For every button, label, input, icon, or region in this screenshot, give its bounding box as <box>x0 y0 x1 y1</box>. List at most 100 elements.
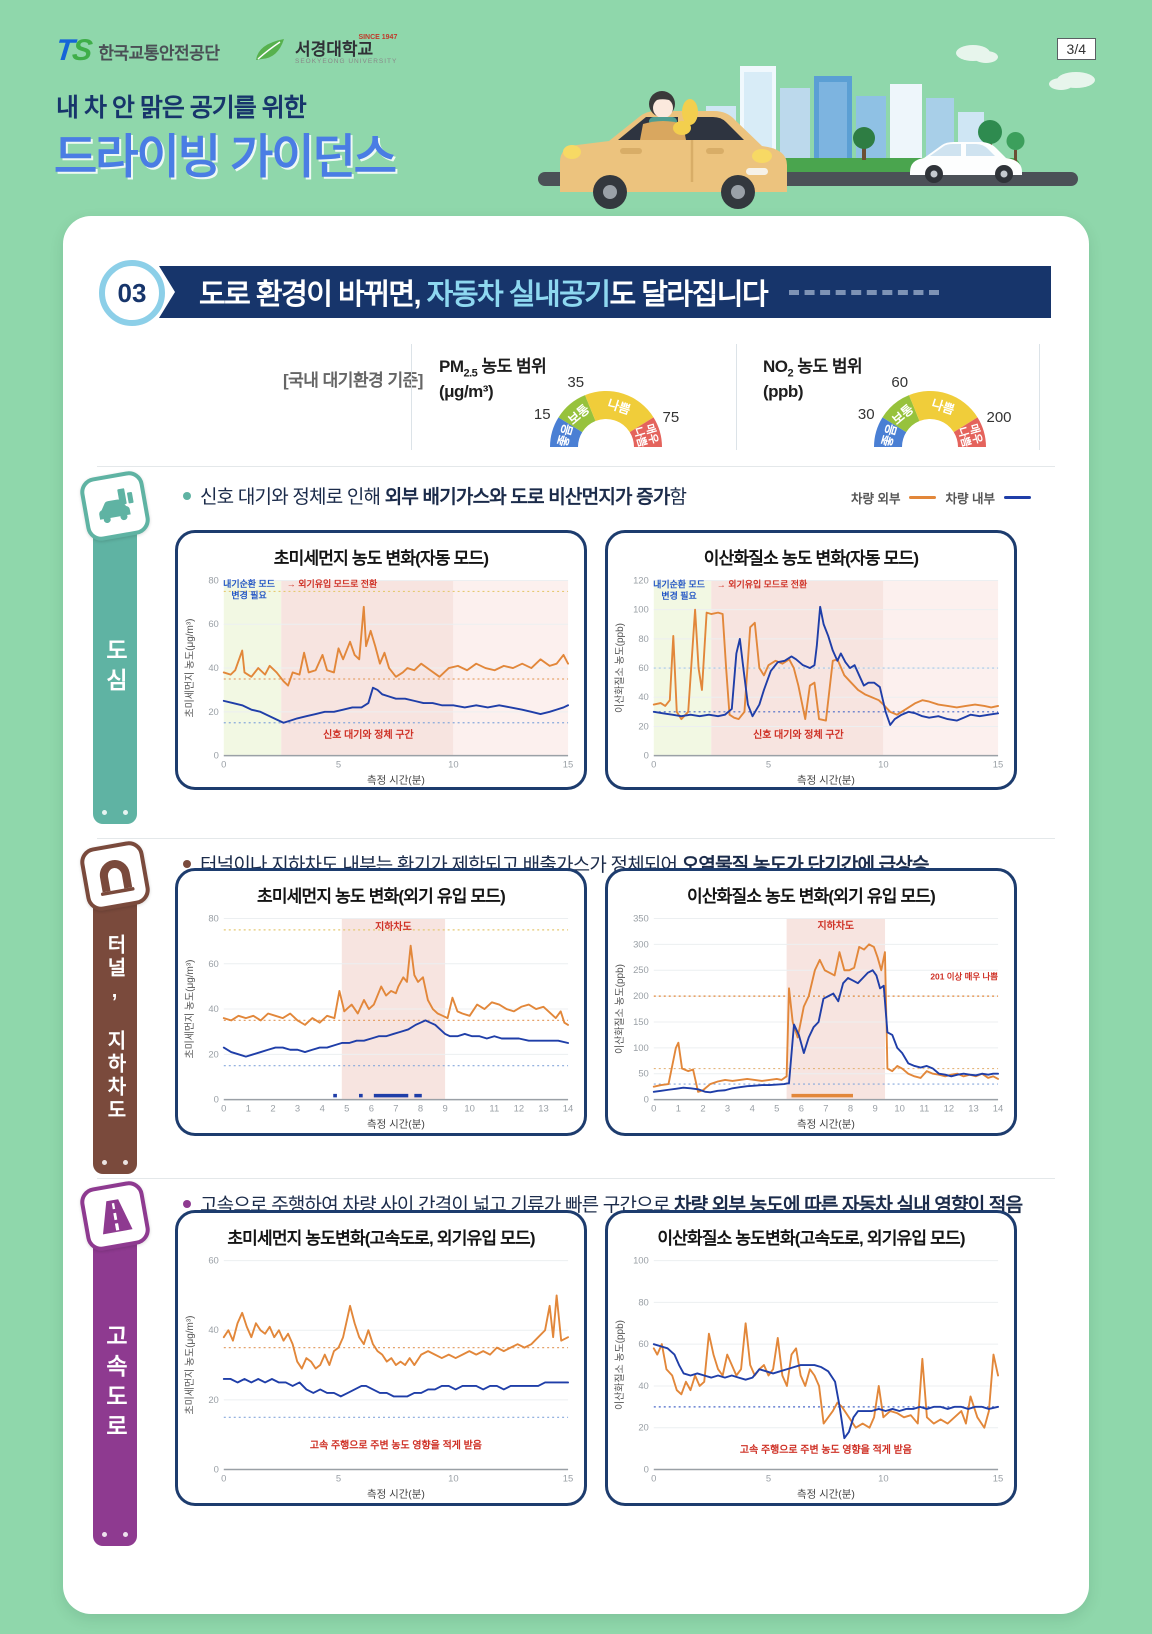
svg-text:80: 80 <box>208 575 219 586</box>
svg-text:→ 외기유입 모드로 전환: → 외기유입 모드로 전환 <box>717 579 808 590</box>
svg-text:2: 2 <box>700 1104 705 1115</box>
svg-text:9: 9 <box>442 1104 447 1115</box>
page-number-badge: 3/4 <box>1056 38 1096 60</box>
svg-text:13: 13 <box>538 1104 549 1115</box>
ts-org-name: 한국교통안전공단 <box>98 43 220 63</box>
section-title: 도로 환경이 바뀌면, 자동차 실내공기도 달라집니다 <box>199 279 769 311</box>
svg-text:60: 60 <box>208 619 219 630</box>
legend-outside-label: 차량 외부 <box>851 492 901 506</box>
svg-text:0: 0 <box>221 760 226 771</box>
line-chart-pm-tunnel: 0 20 40 60 80 0 1 2 3 4 5 6 7 8 9 10 11 12 13 14 지하차도 초미세먼지 농… <box>182 908 580 1132</box>
svg-text:15: 15 <box>993 1473 1004 1484</box>
svg-text:0: 0 <box>651 760 656 771</box>
svg-text:이산화질소 농도(ppb): 이산화질소 농도(ppb) <box>614 623 626 713</box>
svg-text:14: 14 <box>993 1104 1004 1115</box>
line-chart-pm-highway: 0 20 40 60 0 5 10 15 고속 주행으로 주변 농도 영향을 적게 받음 초미세먼… <box>182 1250 580 1502</box>
svg-text:40: 40 <box>638 692 649 703</box>
ribbon-label: 터널, 지하차도 <box>103 934 126 1122</box>
svg-text:좋음: 좋음 <box>555 422 576 449</box>
svg-text:측정 시간(분): 측정 시간(분) <box>367 1118 425 1130</box>
divider <box>97 1178 1055 1179</box>
svg-text:지하차도: 지하차도 <box>817 919 854 932</box>
svg-text:40: 40 <box>208 663 219 674</box>
chart-card-no2-tunnel: 이산화질소 농도 변화(외기 유입 모드) 0 50 100 150 200 250 300… <box>605 868 1017 1136</box>
ts-logo: TS 한국교통안전공단 <box>54 34 220 68</box>
svg-text:75: 75 <box>663 409 680 426</box>
svg-text:2: 2 <box>270 1104 275 1115</box>
chart-card-pm-city: 초미세먼지 농도 변화(자동 모드) 0 20 40 60 80 0 5 10 15 내기순환 모… <box>175 530 587 790</box>
svg-text:5: 5 <box>336 1473 341 1484</box>
chart-card-pm-tunnel: 초미세먼지 농도 변화(외기 유입 모드) 0 20 40 60 80 0 1 2 3 4 5 6 7 8… <box>175 868 587 1136</box>
standards-label: [국내 대기환경 기준] <box>283 371 423 390</box>
svg-text:10: 10 <box>894 1104 905 1115</box>
svg-text:1: 1 <box>676 1104 681 1115</box>
svg-text:신호 대기와 정체 구간: 신호 대기와 정체 구간 <box>753 728 844 741</box>
svg-text:1: 1 <box>246 1104 251 1115</box>
svg-text:60: 60 <box>638 663 649 674</box>
svg-text:10: 10 <box>448 1473 459 1484</box>
svg-text:0: 0 <box>214 1095 219 1106</box>
svg-text:100: 100 <box>633 1043 649 1054</box>
svg-text:15: 15 <box>563 1473 574 1484</box>
svg-text:20: 20 <box>638 1423 649 1434</box>
svg-text:20: 20 <box>208 1395 219 1406</box>
svg-text:0: 0 <box>221 1473 226 1484</box>
svg-text:나쁨: 나쁨 <box>930 396 957 418</box>
line-chart-no2-city: 0 20 40 60 80 100 120 0 5 10 15 내기순환 모드 변경 필요 → 외기유입 … <box>612 570 1010 788</box>
svg-text:350: 350 <box>633 913 649 924</box>
legend-inside-label: 차량 내부 <box>945 492 995 506</box>
bullet-dot <box>183 491 191 500</box>
chart-title: 이산화질소 농도변화(고속도로, 외기유입 모드) <box>657 1229 965 1248</box>
svg-text:20: 20 <box>208 707 219 718</box>
gauge-no2: 좋음 보통 나쁨 매우 나쁨 30 60 200 <box>805 340 1055 463</box>
svg-text:5: 5 <box>336 760 341 771</box>
svg-text:3: 3 <box>295 1104 300 1115</box>
svg-text:201 이상 매우 나쁨: 201 이상 매우 나쁨 <box>930 972 998 982</box>
seokyeong-name: 서경대학교 <box>295 40 374 60</box>
seokyeong-sub: SEOKYEONG UNIVERSITY <box>295 58 398 66</box>
city-icon <box>77 468 153 544</box>
svg-text:고속 주행으로 주변 농도 영향을 적게 받음: 고속 주행으로 주변 농도 영향을 적게 받음 <box>740 1443 912 1456</box>
section-number-badge: 03 <box>99 260 165 326</box>
section-city-text: 신호 대기와 정체로 인해 외부 배기가스와 도로 비산먼지가 증가함 <box>183 482 687 509</box>
highway-icon <box>77 1178 153 1254</box>
svg-text:11: 11 <box>919 1104 929 1115</box>
svg-text:150: 150 <box>633 1017 649 1028</box>
svg-text:5: 5 <box>766 1473 771 1484</box>
svg-text:4: 4 <box>320 1104 325 1115</box>
svg-text:0: 0 <box>651 1104 656 1115</box>
svg-text:300: 300 <box>633 939 649 950</box>
svg-text:13: 13 <box>968 1104 979 1115</box>
svg-text:초미세먼지 농도(μg/m³): 초미세먼지 농도(μg/m³) <box>184 960 196 1059</box>
bullet-dot <box>183 1199 191 1208</box>
svg-text:측정 시간(분): 측정 시간(분) <box>797 774 855 786</box>
ribbon-tunnel: 터널, 지하차도 <box>93 882 137 1174</box>
svg-text:신호 대기와 정체 구간: 신호 대기와 정체 구간 <box>323 728 414 741</box>
svg-text:내기순환 모드: 내기순환 모드 <box>223 578 275 589</box>
svg-text:0: 0 <box>651 1473 656 1484</box>
svg-text:60: 60 <box>638 1339 649 1350</box>
ribbon-highway: 고속도로 <box>93 1222 137 1546</box>
legend-outside-swatch <box>909 496 937 499</box>
line-chart-pm-city: 0 20 40 60 80 0 5 10 15 내기순환 모드 변경 필요 → 외기유입 모드로 전환… <box>182 570 580 788</box>
svg-text:80: 80 <box>638 1297 649 1308</box>
chart-card-no2-highway: 이산화질소 농도변화(고속도로, 외기유입 모드) 0 20 40 60 80 100 0 5… <box>605 1210 1017 1506</box>
ts-logo-mark: TS <box>54 34 93 67</box>
svg-text:10: 10 <box>464 1104 475 1115</box>
svg-text:40: 40 <box>638 1381 649 1392</box>
chart-legend: 차량 외부 차량 내부 <box>851 488 1031 507</box>
banner-dashes <box>789 289 940 295</box>
leaf-icon <box>256 39 284 60</box>
svg-text:0: 0 <box>644 1095 649 1106</box>
svg-text:8: 8 <box>848 1104 853 1115</box>
svg-text:7: 7 <box>393 1104 398 1115</box>
seokyeong-since: SINCE 1947 <box>358 34 398 41</box>
ribbon-label: 도심 <box>102 638 128 698</box>
svg-text:0: 0 <box>644 751 649 762</box>
svg-text:60: 60 <box>208 959 219 970</box>
divider <box>736 344 737 450</box>
gauge-pm25: 좋음 보통 나쁨 매우 나쁨 15 35 75 <box>481 340 731 463</box>
svg-text:12: 12 <box>944 1104 955 1115</box>
svg-text:35: 35 <box>567 374 584 391</box>
svg-text:30: 30 <box>858 406 875 423</box>
